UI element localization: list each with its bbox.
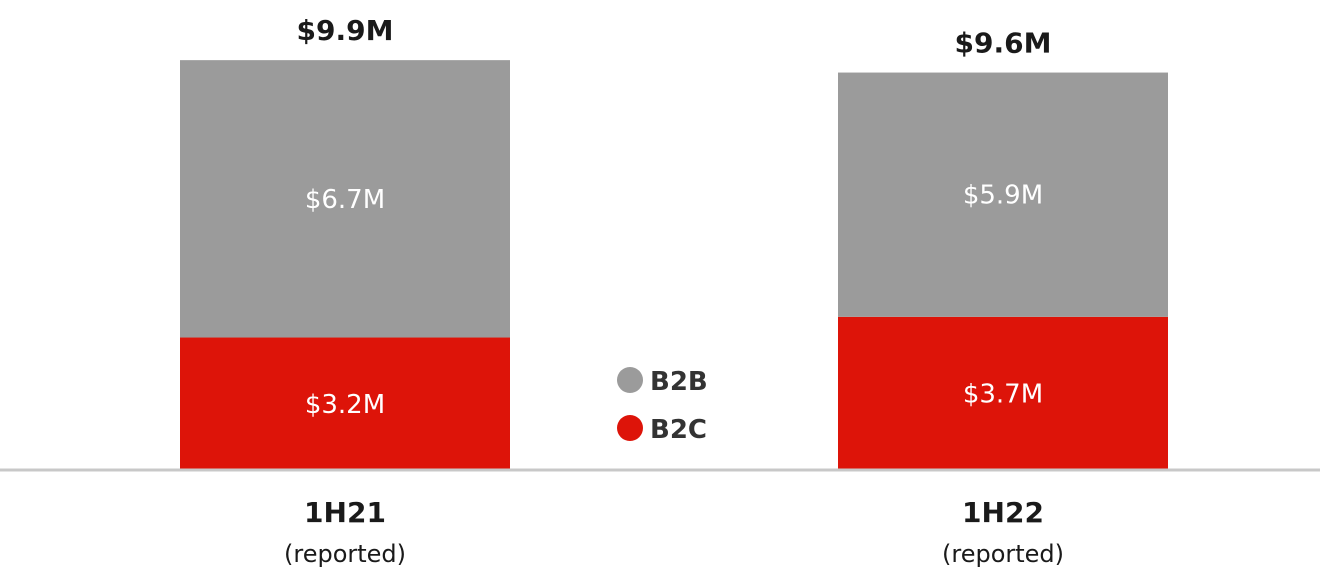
bar-b2b-1h22 [838,72,1168,317]
labels-layer: $3.2M $6.7M $9.9M 1H21 (reported) $3.7M $5.9M $… [284,14,1064,568]
legend-swatch-b2c [617,415,643,441]
legend-swatch-b2b [617,367,643,393]
data-label-b2b-1h21: $6.7M [305,185,385,215]
x-tick-sublabel-1h22: (reported) [942,540,1064,568]
legend-label-b2b: B2B [650,367,708,397]
bar-b2c-1h22 [838,316,1168,470]
data-label-b2c-1h21: $3.2M [305,390,385,420]
x-tick-label-1h21: 1H21 [304,496,386,529]
x-tick-sublabel-1h21: (reported) [284,540,406,568]
total-label-1h22: $9.6M [955,27,1052,60]
bar-b2b-1h21 [180,60,510,338]
x-tick-label-1h22: 1H22 [962,496,1044,529]
legend: B2B B2C [617,367,708,445]
data-label-b2b-1h22: $5.9M [963,181,1043,211]
data-label-b2c-1h22: $3.7M [963,379,1043,409]
bars-layer [180,60,1168,470]
total-label-1h21: $9.9M [297,14,394,47]
bar-b2c-1h21 [180,337,510,470]
legend-label-b2c: B2C [650,415,707,445]
